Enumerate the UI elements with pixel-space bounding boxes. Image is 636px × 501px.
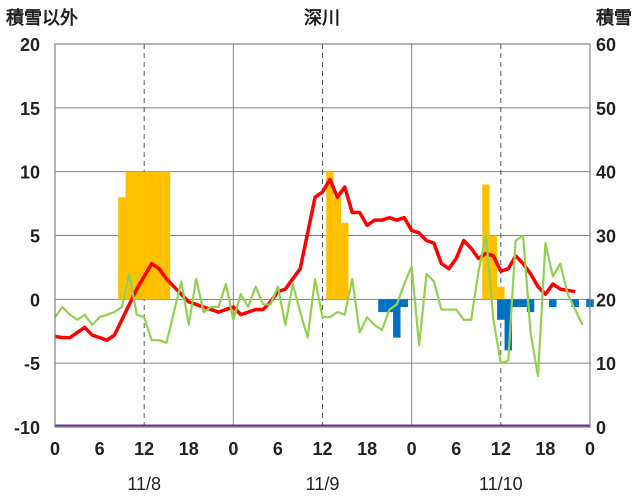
left-tick-label: -5 bbox=[24, 354, 40, 374]
x-tick-label: 12 bbox=[134, 439, 154, 459]
plot-frame bbox=[54, 43, 591, 428]
right-tick-label: 0 bbox=[596, 418, 606, 438]
x-tick-label: 18 bbox=[179, 439, 199, 459]
blue-bar bbox=[519, 299, 527, 307]
left-tick-label: 15 bbox=[20, 99, 40, 119]
x-tick-label: 18 bbox=[535, 439, 555, 459]
blue-bar bbox=[400, 299, 408, 307]
left-tick-label: 10 bbox=[20, 163, 40, 183]
yellow-bar bbox=[341, 222, 349, 300]
yellow-bar bbox=[497, 286, 505, 300]
right-tick-label: 10 bbox=[596, 354, 616, 374]
yellow-bar bbox=[133, 171, 141, 300]
right-tick-label: 60 bbox=[596, 35, 616, 55]
yellow-bar bbox=[162, 171, 171, 300]
yellow-bar bbox=[489, 235, 498, 300]
right-tick-label: 30 bbox=[596, 227, 616, 247]
blue-bar bbox=[385, 299, 394, 313]
right-axis-label: 積雪 bbox=[595, 7, 632, 28]
blue-bar bbox=[571, 299, 579, 307]
yellow-bar bbox=[140, 171, 148, 300]
x-tick-label: 6 bbox=[451, 439, 461, 459]
chart-title: 深川 bbox=[304, 7, 340, 28]
yellow-bar bbox=[125, 171, 134, 300]
x-tick-label: 0 bbox=[228, 439, 238, 459]
blue-bar bbox=[511, 299, 520, 307]
date-label: 11/9 bbox=[306, 474, 340, 494]
date-label: 11/8 bbox=[127, 474, 161, 494]
yellow-bar bbox=[333, 197, 342, 300]
x-tick-label: 12 bbox=[312, 439, 332, 459]
left-tick-label: 0 bbox=[30, 290, 40, 310]
blue-bar bbox=[378, 299, 386, 313]
yellow-bar bbox=[147, 171, 156, 300]
green-line bbox=[54, 234, 584, 378]
right-tick-label: 20 bbox=[596, 290, 616, 310]
x-tick-label: 0 bbox=[585, 439, 595, 459]
x-tick-label: 6 bbox=[273, 439, 283, 459]
x-tick-label: 0 bbox=[407, 439, 417, 459]
blue-bar bbox=[497, 299, 505, 320]
blue-bar bbox=[549, 299, 557, 307]
left-tick-label: -10 bbox=[14, 418, 40, 438]
blue-bar bbox=[393, 299, 401, 338]
yellow-bar bbox=[155, 171, 163, 300]
yellow-bar bbox=[326, 171, 334, 300]
right-tick-label: 40 bbox=[596, 163, 616, 183]
left-axis-label: 積雪以外 bbox=[5, 7, 78, 28]
left-tick-label: 5 bbox=[30, 227, 40, 247]
left-tick-label: 20 bbox=[20, 35, 40, 55]
yellow-bar bbox=[118, 197, 126, 300]
blue-bar bbox=[526, 299, 535, 313]
date-label: 11/10 bbox=[479, 474, 523, 494]
x-tick-label: 0 bbox=[50, 439, 60, 459]
right-tick-label: 50 bbox=[596, 99, 616, 119]
x-tick-label: 12 bbox=[491, 439, 511, 459]
x-tick-label: 6 bbox=[95, 439, 105, 459]
lines bbox=[54, 177, 590, 428]
x-tick-label: 18 bbox=[357, 439, 377, 459]
blue-bar bbox=[504, 299, 512, 351]
